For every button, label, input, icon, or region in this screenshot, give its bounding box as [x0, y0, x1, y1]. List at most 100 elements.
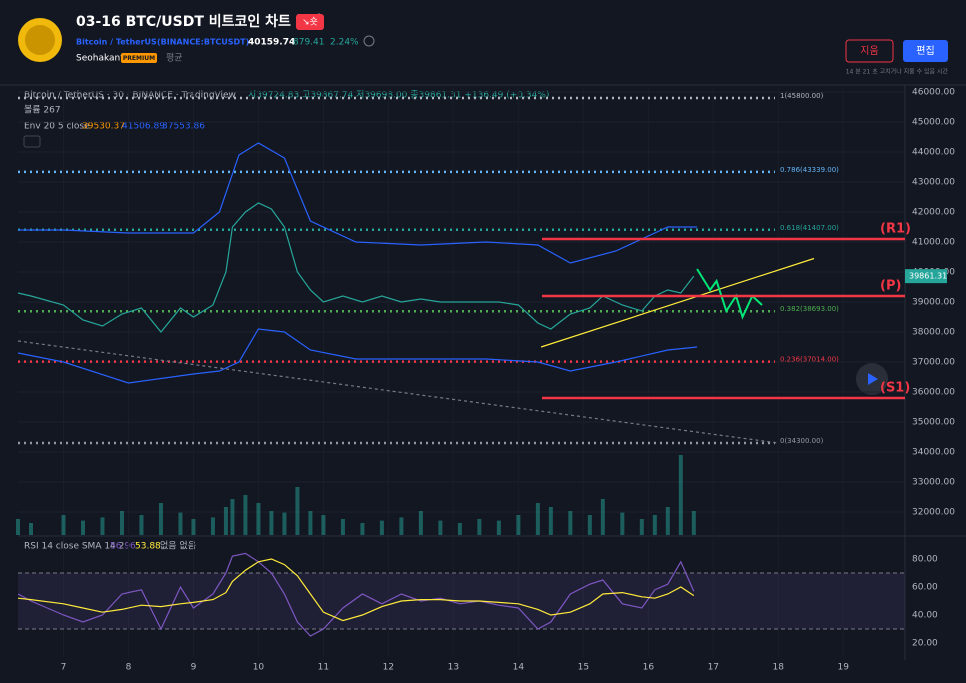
volume-bar: [191, 519, 196, 535]
volume-bar: [379, 520, 384, 535]
volume-bar: [457, 523, 462, 535]
series-line: [540, 257, 815, 348]
author: Seohakant: [76, 54, 124, 64]
series-line: [18, 142, 698, 264]
badge-bg: [296, 14, 324, 30]
volume-bar: [61, 515, 66, 535]
last-price-label: 39861.31: [909, 272, 947, 281]
author-badge-bg: [121, 53, 157, 63]
legend-rsi: RSI 14 close SMA 14 2: [24, 542, 124, 552]
collapse-button[interactable]: [23, 135, 41, 148]
volume-bar: [477, 519, 482, 535]
x-tick-label: 11: [318, 663, 329, 673]
edit-label[interactable]: 편집: [916, 45, 934, 57]
x-tick-label: 17: [708, 663, 719, 673]
title: 03-16 BTC/USDT 비트코인 차트 분석: [76, 13, 322, 30]
y-tick-label: 44000.00: [912, 147, 955, 157]
volume-bar: [568, 511, 573, 535]
x-tick-label: 10: [253, 663, 265, 673]
legend-rsi-sma: 53.88: [135, 542, 161, 552]
price: 40159.74: [248, 38, 295, 48]
x-tick-label: 12: [383, 663, 394, 673]
volume-bar: [652, 515, 657, 535]
series-line: [696, 268, 763, 320]
x-tick-label: 14: [513, 663, 525, 673]
x-tick-label: 18: [773, 663, 785, 673]
volume-bar: [639, 519, 644, 535]
x-tick-label: 8: [126, 663, 132, 673]
author-badge: PREMIUM: [123, 55, 155, 62]
volume-bar: [230, 499, 235, 535]
last-price-box: [905, 269, 947, 284]
symbol: Bitcoin / TetherUS: [76, 38, 157, 47]
legend-env-upper: 41506.89: [122, 122, 165, 132]
fib-label: 0.382(38693.00): [780, 305, 839, 313]
edit-button[interactable]: [903, 40, 948, 62]
volume-bar: [535, 503, 540, 535]
volume-bar: [16, 519, 20, 535]
x-tick-label: 15: [578, 663, 589, 673]
volume-bar: [418, 511, 423, 535]
change: 879.41: [293, 38, 325, 48]
volume-bar: [243, 495, 248, 535]
volume-bar: [691, 511, 696, 535]
volume-bar: [587, 515, 592, 535]
y-tick-label: 35000.00: [912, 417, 955, 427]
pivot-label: (R1): [880, 221, 911, 236]
x-tick-label: 13: [448, 663, 459, 673]
volume-bar: [340, 519, 345, 535]
volume-bar: [269, 511, 274, 535]
x-tick-label: 7: [61, 663, 67, 673]
volume-bar: [80, 520, 85, 535]
volume-bar: [119, 511, 124, 535]
rsi-tick-label: 80.00: [912, 555, 938, 565]
volume-bar: [308, 511, 313, 535]
y-tick-label: 39000.00: [912, 297, 955, 307]
volume-bar: [178, 512, 183, 535]
volume-bar: [100, 517, 105, 535]
legend-rsi-value: 56.96: [110, 542, 136, 552]
volume-bar: [282, 512, 287, 535]
delete-label[interactable]: 지움: [860, 45, 878, 57]
y-tick-label: 41000.00: [912, 237, 955, 247]
rsi-tick-label: 20.00: [912, 639, 938, 649]
x-tick-label: 9: [191, 663, 197, 673]
legend-env-lower: 37553.86: [162, 122, 205, 132]
volume-bar: [600, 499, 605, 535]
legend-volume: 볼륨 267: [24, 105, 61, 116]
y-tick-label: 33000.00: [912, 477, 955, 487]
volume-bar: [438, 520, 443, 535]
y-tick-label: 38000.00: [912, 327, 955, 337]
edit-note: 14 분 21 초 고치거나 지울 수 있음 시간: [846, 68, 949, 76]
pivot-label: (P): [880, 278, 901, 293]
legend-ohlc: 시39724.83 고39867.74 저39698.00 종39861.31 …: [248, 90, 549, 101]
badge: ↘숏: [302, 17, 318, 28]
fib-label: 0.618(41407.00): [780, 224, 839, 232]
fib-label: 0.236(37014.00): [780, 356, 839, 364]
rsi-tick-label: 60.00: [912, 583, 938, 593]
legend-env-basis: 39530.37: [82, 122, 125, 132]
clock-icon: [363, 35, 375, 47]
y-tick-label: 42000.00: [912, 207, 955, 217]
fib-label: 0(34300.00): [780, 437, 824, 445]
series-line: [17, 202, 695, 333]
volume-bar: [210, 517, 215, 535]
author-note: 평균: [166, 53, 183, 64]
volume-bar: [360, 523, 365, 535]
rsi-tick-label: 40.00: [912, 611, 938, 621]
exchange: (BINANCE:BTCUSDT): [157, 38, 249, 47]
delete-button[interactable]: [845, 39, 894, 63]
volume-bar: [295, 487, 300, 535]
play-icon[interactable]: [868, 373, 878, 385]
volume-bar: [28, 523, 33, 535]
avatar-inner: [25, 25, 55, 55]
volume-bar: [665, 507, 670, 535]
y-tick-label: 43000.00: [912, 177, 955, 187]
volume-bar: [158, 503, 163, 535]
change-pct: 2.24%: [330, 38, 359, 48]
fib-label: 0.786(43339.00): [780, 166, 839, 174]
y-tick-label: 36000.00: [912, 387, 955, 397]
volume-bar: [496, 520, 501, 535]
